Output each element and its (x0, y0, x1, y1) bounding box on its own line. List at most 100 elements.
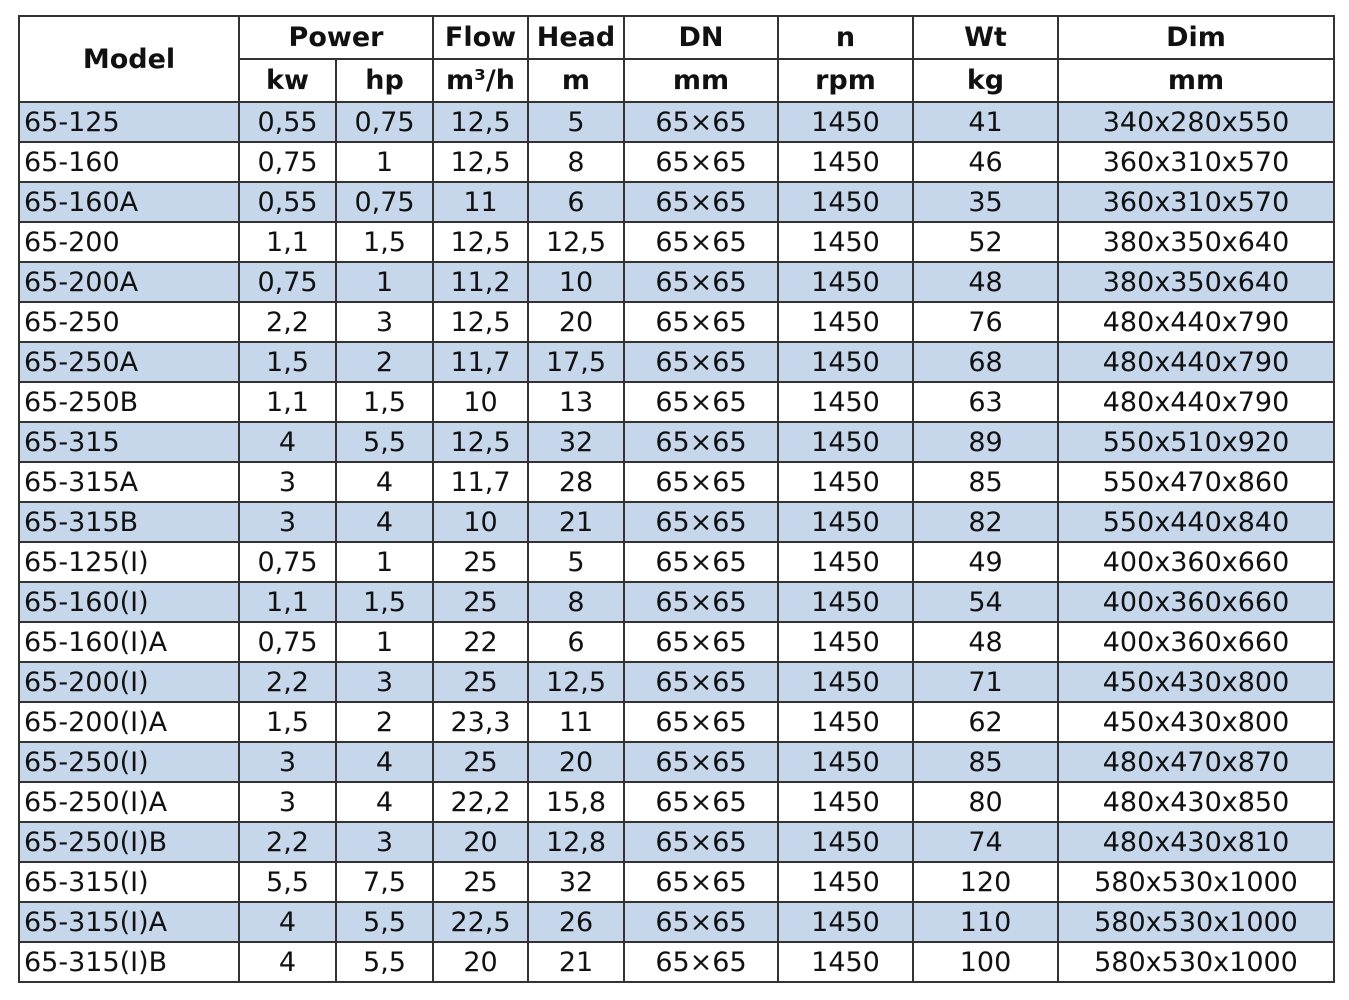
data-cell: 1 (335, 541, 434, 583)
data-row: 65-160A 0,55 0,75 11 6 65×65 1450 35 360x310x570 (18, 181, 1335, 223)
model-cell: 65-315B (18, 501, 240, 543)
unit-cell: hp (335, 58, 434, 103)
data-row: 65-250B 1,1 1,5 10 13 65×65 1450 63 480x440x790 (18, 381, 1335, 423)
data-cell: 12,5 (432, 301, 529, 343)
data-row: 65-315A 3 4 11,7 28 65×65 1450 85 550x470x860 (18, 461, 1335, 503)
model-cell: 65-200(I)A (18, 701, 240, 743)
data-cell: 0,55 (238, 101, 337, 143)
data-cell: 450x430x800 (1057, 701, 1335, 743)
model-cell: 65-160(I)A (18, 621, 240, 663)
model-cell: 65-200 (18, 221, 240, 263)
data-cell: 480x430x810 (1057, 821, 1335, 863)
data-cell: 21 (527, 501, 625, 543)
data-cell: 20 (432, 821, 529, 863)
data-row: 65-250A 1,5 2 11,7 17,5 65×65 1450 68 480x440x79… (18, 341, 1335, 383)
data-cell: 65×65 (623, 421, 779, 463)
data-cell: 15,8 (527, 781, 625, 823)
model-cell: 65-315(I)B (18, 941, 240, 983)
data-cell: 25 (432, 741, 529, 783)
data-cell: 2,2 (238, 661, 337, 703)
data-cell: 1450 (777, 901, 914, 943)
unit-cell: mm (1057, 58, 1335, 103)
data-cell: 49 (912, 541, 1059, 583)
data-cell: 400x360x660 (1057, 581, 1335, 623)
data-cell: 480x470x870 (1057, 741, 1335, 783)
data-cell: 1,5 (335, 221, 434, 263)
header-cell: Dim (1057, 15, 1335, 60)
data-cell: 580x530x1000 (1057, 901, 1335, 943)
data-cell: 100 (912, 941, 1059, 983)
data-cell: 1 (335, 261, 434, 303)
data-cell: 0,75 (238, 621, 337, 663)
data-cell: 1450 (777, 861, 914, 903)
data-cell: 0,55 (238, 181, 337, 223)
data-row: 65-315(I)A 4 5,5 22,5 26 65×65 1450 110 580x530x… (18, 901, 1335, 943)
data-cell: 1 (335, 141, 434, 183)
data-cell: 65×65 (623, 621, 779, 663)
data-row: 65-200(I) 2,2 3 25 12,5 65×65 1450 71 450x430x80… (18, 661, 1335, 703)
data-cell: 12,5 (527, 661, 625, 703)
data-row: 65-200 1,1 1,5 12,5 12,5 65×65 1450 52 380x350x6… (18, 221, 1335, 263)
data-cell: 28 (527, 461, 625, 503)
table-container: Model Power Flow Head DN n Wt Dim kw hp m³/h m mm rpm… (18, 15, 1335, 983)
data-cell: 65×65 (623, 901, 779, 943)
data-cell: 22,5 (432, 901, 529, 943)
data-cell: 65×65 (623, 381, 779, 423)
data-cell: 0,75 (238, 141, 337, 183)
data-cell: 1450 (777, 461, 914, 503)
data-cell: 12,5 (527, 221, 625, 263)
data-cell: 89 (912, 421, 1059, 463)
data-cell: 550x440x840 (1057, 501, 1335, 543)
model-cell: 65-160(I) (18, 581, 240, 623)
spec-table: Model Power Flow Head DN n Wt Dim kw hp m³/h m mm rpm… (18, 15, 1335, 983)
data-cell: 12,5 (432, 101, 529, 143)
data-cell: 0,75 (238, 261, 337, 303)
data-cell: 4 (238, 421, 337, 463)
data-cell: 11 (432, 181, 529, 223)
model-cell: 65-315(I)A (18, 901, 240, 943)
data-cell: 74 (912, 821, 1059, 863)
data-cell: 1,5 (335, 581, 434, 623)
data-cell: 400x360x660 (1057, 541, 1335, 583)
data-cell: 480x440x790 (1057, 301, 1335, 343)
data-cell: 5,5 (238, 861, 337, 903)
data-cell: 360x310x570 (1057, 181, 1335, 223)
data-cell: 3 (335, 301, 434, 343)
data-row: 65-250(I)B 2,2 3 20 12,8 65×65 1450 74 480x430x8… (18, 821, 1335, 863)
data-cell: 12,5 (432, 421, 529, 463)
data-cell: 1450 (777, 581, 914, 623)
data-cell: 52 (912, 221, 1059, 263)
data-row: 65-125(I) 0,75 1 25 5 65×65 1450 49 400x360x660 (18, 541, 1335, 583)
data-cell: 11,2 (432, 261, 529, 303)
data-cell: 65×65 (623, 661, 779, 703)
data-row: 65-315B 3 4 10 21 65×65 1450 82 550x440x840 (18, 501, 1335, 543)
data-cell: 110 (912, 901, 1059, 943)
data-cell: 65×65 (623, 341, 779, 383)
header-cell: n (777, 15, 914, 60)
data-cell: 25 (432, 861, 529, 903)
data-cell: 1450 (777, 541, 914, 583)
model-cell: 65-160 (18, 141, 240, 183)
data-cell: 21 (527, 941, 625, 983)
data-cell: 48 (912, 261, 1059, 303)
data-cell: 480x440x790 (1057, 341, 1335, 383)
unit-cell: kw (238, 58, 337, 103)
data-cell: 4 (238, 941, 337, 983)
data-cell: 5,5 (335, 901, 434, 943)
data-cell: 2,2 (238, 821, 337, 863)
data-cell: 65×65 (623, 861, 779, 903)
data-cell: 1450 (777, 501, 914, 543)
data-cell: 4 (238, 901, 337, 943)
header-cell: Model (18, 15, 240, 103)
model-cell: 65-315(I) (18, 861, 240, 903)
data-cell: 65×65 (623, 461, 779, 503)
data-cell: 10 (432, 501, 529, 543)
data-cell: 1,1 (238, 381, 337, 423)
data-cell: 1450 (777, 661, 914, 703)
data-cell: 4 (335, 501, 434, 543)
data-cell: 12,5 (432, 221, 529, 263)
header-row: Model Power Flow Head DN n Wt Dim (18, 15, 1335, 103)
table-header: Model Power Flow Head DN n Wt Dim kw hp m³/h m mm rpm… (18, 15, 1335, 103)
data-cell: 17,5 (527, 341, 625, 383)
data-cell: 85 (912, 741, 1059, 783)
